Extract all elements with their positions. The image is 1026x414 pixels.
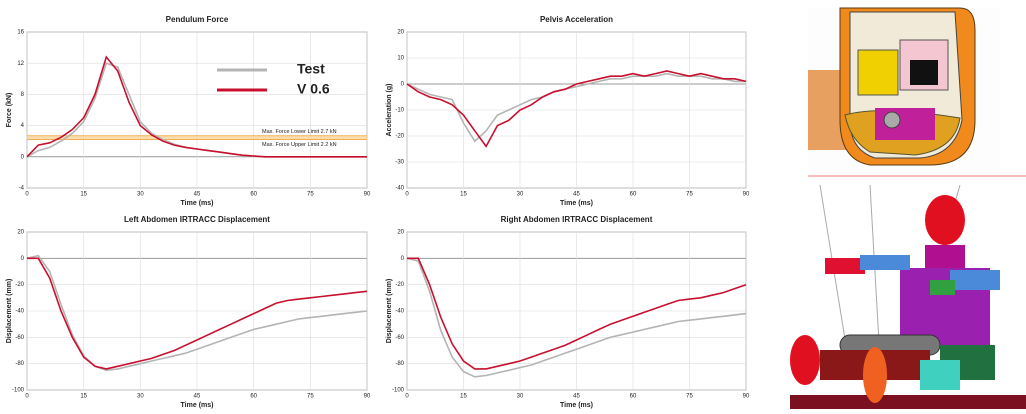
x-tick-label: 75 <box>307 192 314 198</box>
y-tick-label: 0 <box>401 82 405 88</box>
x-tick-label: 75 <box>307 394 314 400</box>
x-tick-label: 60 <box>250 192 257 198</box>
x-tick-label: 0 <box>405 192 409 198</box>
chart-title: Pendulum Force <box>166 15 229 24</box>
y-tick-label: 0 <box>21 154 25 160</box>
y-tick-label: 0 <box>21 256 25 262</box>
x-tick-label: 60 <box>630 192 637 198</box>
x-tick-label: 90 <box>364 192 371 198</box>
chart-title: Right Abdomen IRTRACC Displacement <box>501 215 653 224</box>
series-line <box>406 257 747 378</box>
seat-section-image <box>808 7 1026 177</box>
y-tick-label: 4 <box>21 123 25 129</box>
y-tick-label: -40 <box>395 309 404 315</box>
x-tick-label: 45 <box>194 394 201 400</box>
x-tick-label: 45 <box>194 192 201 198</box>
x-tick-label: 15 <box>460 192 467 198</box>
legend-label: V 0.6 <box>297 81 330 97</box>
y-tick-label: 16 <box>17 30 24 36</box>
x-axis-label: Time (ms) <box>181 402 214 409</box>
y-tick-label: -60 <box>395 335 404 341</box>
x-tick-label: 60 <box>250 394 257 400</box>
y-tick-label: -20 <box>395 282 404 288</box>
series-line <box>27 257 368 370</box>
y-axis-label: Displacement (mm) <box>386 279 393 344</box>
y-tick-label: 10 <box>397 56 404 62</box>
limit-group: Max. Force Lower Limit 2.7 kN Max. Force … <box>27 129 367 148</box>
y-tick-label: -100 <box>392 388 405 394</box>
series-line <box>406 70 747 148</box>
y-tick-label: -60 <box>15 335 24 341</box>
x-tick-label: 75 <box>686 394 693 400</box>
x-tick-label: 45 <box>573 394 580 400</box>
x-axis-label: Time (ms) <box>560 200 593 207</box>
y-tick-label: -80 <box>395 361 404 367</box>
x-tick-label: 75 <box>686 192 693 198</box>
y-tick-label: 20 <box>397 230 404 236</box>
chart-title: Pelvis Acceleration <box>540 15 613 24</box>
y-tick-label: 0 <box>401 256 405 262</box>
x-tick-label: 30 <box>517 394 524 400</box>
y-tick-label: -40 <box>15 309 24 315</box>
y-tick-label: -4 <box>19 186 25 192</box>
series-line <box>26 55 367 158</box>
y-axis-label: Displacement (mm) <box>6 279 13 344</box>
y-tick-label: 12 <box>17 61 24 67</box>
y-tick-label: 20 <box>397 30 404 36</box>
limit-label: Max. Force Lower Limit 2.7 kN <box>262 129 337 135</box>
dummy-image <box>790 184 1026 409</box>
x-tick-label: 0 <box>25 192 29 198</box>
y-tick-label: -20 <box>15 282 24 288</box>
limit-band <box>27 135 367 140</box>
chart-title: Left Abdomen IRTRACC Displacement <box>124 215 270 224</box>
y-tick-label: -30 <box>395 160 404 166</box>
x-tick-label: 30 <box>137 192 144 198</box>
x-tick-label: 30 <box>517 192 524 198</box>
x-tick-label: 0 <box>25 394 29 400</box>
x-tick-label: 0 <box>405 394 409 400</box>
x-tick-label: 90 <box>743 394 750 400</box>
y-tick-label: -10 <box>395 108 404 114</box>
x-tick-label: 15 <box>460 394 467 400</box>
y-axis-label: Force (kN) <box>6 93 13 128</box>
y-tick-label: -20 <box>395 134 404 140</box>
x-tick-label: 15 <box>80 394 87 400</box>
x-tick-label: 30 <box>137 394 144 400</box>
series-line <box>407 257 747 370</box>
y-tick-label: -40 <box>395 186 404 192</box>
legend-label: Test <box>297 61 325 77</box>
y-tick-label: -80 <box>15 361 24 367</box>
limit-label: Max. Force Upper Limit 2.2 kN <box>262 142 337 148</box>
x-tick-label: 45 <box>573 192 580 198</box>
x-tick-label: 60 <box>630 394 637 400</box>
x-tick-label: 90 <box>364 394 371 400</box>
x-tick-label: 15 <box>80 192 87 198</box>
y-tick-label: -100 <box>12 388 25 394</box>
y-tick-label: 20 <box>17 230 24 236</box>
y-axis-label: Acceleration (g) <box>386 84 393 137</box>
x-tick-label: 90 <box>743 192 750 198</box>
x-axis-label: Time (ms) <box>181 200 214 207</box>
x-axis-label: Time (ms) <box>560 402 593 409</box>
y-tick-label: 8 <box>21 92 25 98</box>
